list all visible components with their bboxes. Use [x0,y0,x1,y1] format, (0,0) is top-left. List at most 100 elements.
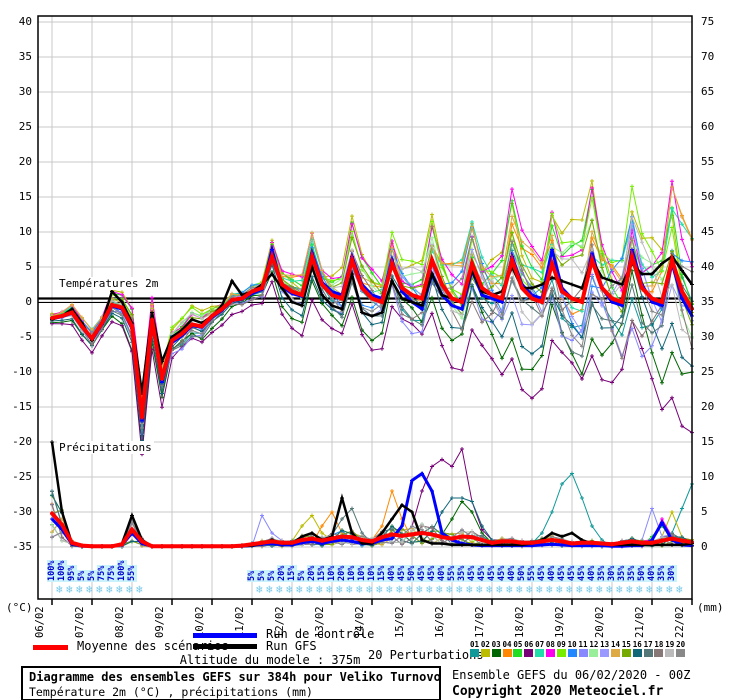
snowflake-icon: ❄ [636,583,643,596]
temperature-annotation: Températures 2m [57,277,161,290]
temp-tick-label: 35 [18,50,32,63]
snowflake-icon: ❄ [506,583,513,596]
snowflake-icon: ❄ [516,583,523,596]
snow-percent-label: 45% [577,564,587,582]
snowflake-icon: ❄ [326,583,333,596]
snowflake-icon: ❄ [646,583,653,596]
snow-percent-label: 35% [627,564,637,582]
perturbation-number: 07 [535,640,545,649]
perturbation-swatch [676,649,686,657]
mean-legend-swatch [33,645,68,650]
precip-tick-label: 40 [701,260,715,273]
run-info: Ensemble GEFS du 06/02/2020 - 00Z [452,668,691,682]
snowflake-icon: ❄ [106,583,113,596]
x-axis-date: 22/02 [674,606,686,638]
x-axis-date: 09/02 [154,606,166,638]
snowflake-icon: ❄ [616,583,623,596]
snowflake-icon: ❄ [426,583,433,596]
x-axis-date: 15/02 [394,606,406,638]
temp-tick-label: -5 [18,330,32,343]
temp-tick-label: 10 [18,225,32,238]
perturbation-swatch [556,649,566,657]
snowflake-icon: ❄ [316,583,323,596]
temp-tick-label: -25 [12,470,32,483]
snowflake-icon: ❄ [286,583,293,596]
snow-percent-label: 5% [87,569,97,582]
perturbation-number: 01 [469,640,480,649]
snow-percent-label: 50% [407,564,417,582]
snowflake-icon: ❄ [126,583,133,596]
temp-tick-label: 20 [18,155,32,168]
snow-percent-label: 5% [297,569,307,582]
snow-percent-label: 20% [277,564,287,582]
chart-title: Diagramme des ensembles GEFS sur 384h po… [29,670,441,684]
snowflake-icon: ❄ [386,583,393,596]
perturbation-swatch [502,649,512,657]
snow-percent-label: 15% [317,564,327,582]
perturbation-number: 10 [567,640,577,649]
snowflake-icon: ❄ [406,583,413,596]
snow-percent-label: 30% [667,564,677,582]
perturbation-swatch [470,649,479,657]
chart-subtitle: Température 2m (°C) , précipitations (mm… [29,685,313,699]
snowflake-icon: ❄ [306,583,313,596]
snow-percent-label: 45% [467,564,477,582]
temp-tick-label: -20 [12,435,32,448]
snowflake-icon: ❄ [86,583,93,596]
snow-percent-label: 45% [427,564,437,582]
snow-percent-label: 5% [257,569,267,582]
temp-tick-label: -15 [12,400,32,413]
x-axis-date: 07/02 [74,606,86,638]
snowflake-icon: ❄ [336,583,343,596]
snow-percent-label: 20% [337,564,347,582]
snowflake-icon: ❄ [586,583,593,596]
snow-percent-label: 45% [397,564,407,582]
perturbation-swatch [480,649,490,657]
perturbation-number: 09 [556,640,566,649]
snow-percent-label: 10% [347,564,357,582]
x-axis-date: 16/02 [434,606,446,638]
snowflake-icon: ❄ [256,583,263,596]
snow-percent-label: 40% [647,564,657,582]
right-axis-unit: (mm) [697,601,724,614]
precip-tick-label: 65 [701,85,715,98]
snowflake-icon: ❄ [366,583,373,596]
snowflake-icon: ❄ [456,583,463,596]
snowflake-icon: ❄ [656,583,663,596]
temp-tick-label: 0 [25,295,32,308]
temp-tick-label: -10 [12,365,32,378]
perturbation-number: 15 [621,640,631,649]
snowflake-icon: ❄ [666,583,673,596]
snowflake-icon: ❄ [606,583,613,596]
snowflake-icon: ❄ [396,583,403,596]
snow-percent-label: 50% [517,564,527,582]
snow-percent-label: 10% [327,564,337,582]
snow-percent-label: 5% [247,569,257,582]
snow-percent-label: 45% [487,564,497,582]
perturbation-swatch [589,649,599,657]
snow-percent-label: 40% [437,564,447,582]
gfs-legend-swatch [193,644,257,649]
temp-tick-label: 25 [18,120,32,133]
snow-percent-label: 100% [117,559,127,582]
perturbation-number: 20 [676,640,686,649]
snowflake-icon: ❄ [466,583,473,596]
perturbation-swatch [621,649,631,657]
snowflake-icon: ❄ [526,583,533,596]
temp-tick-label: 15 [18,190,32,203]
snow-percent-label: 35% [657,564,667,582]
perturbation-number: 11 [578,640,588,649]
snow-percent-label: 30% [607,564,617,582]
snow-percent-label: 40% [547,564,557,582]
precip-tick-label: 70 [701,50,715,63]
perturbation-number: 05 [513,640,523,649]
snow-percent-label: 20% [307,564,317,582]
model-altitude: Altitude du modele : 375m [179,653,361,667]
perturbation-number: 18 [654,640,664,649]
precip-tick-label: 25 [701,365,715,378]
snow-percent-label: 15% [377,564,387,582]
x-axis-date: 21/02 [634,606,646,638]
snow-percent-label: 40% [587,564,597,582]
perturbations-legend-label: 20 Perturbations [368,648,484,662]
